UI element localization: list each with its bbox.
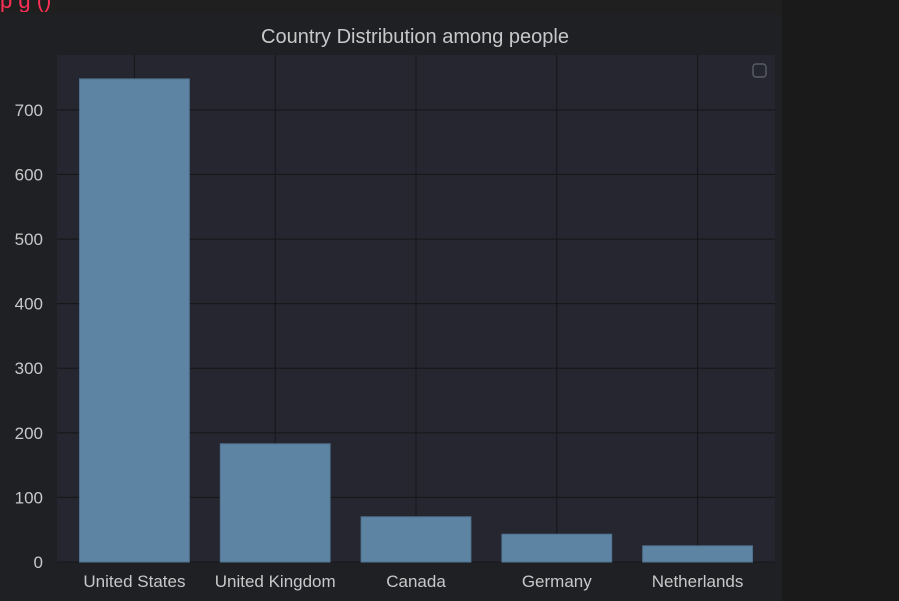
empty-legend-box xyxy=(752,63,767,78)
x-tick-label: United Kingdom xyxy=(215,572,336,591)
bar-united-kingdom xyxy=(219,443,331,563)
y-tick-label: 0 xyxy=(34,553,43,572)
bar-netherlands xyxy=(642,545,753,563)
y-tick-label: 400 xyxy=(15,295,43,314)
y-tick-label: 300 xyxy=(15,359,43,378)
bar-germany xyxy=(501,533,613,563)
y-tick-label: 500 xyxy=(15,230,43,249)
bar-united-states xyxy=(79,78,190,563)
y-tick-label: 100 xyxy=(15,488,43,507)
x-tick-label: Netherlands xyxy=(652,572,744,591)
chart-figure: Country Distribution among people 0 100 20… xyxy=(0,14,782,601)
y-tick-label: 600 xyxy=(15,165,43,184)
bar-canada xyxy=(360,516,472,563)
x-axis-ticks: United States United Kingdom Canada Germany… xyxy=(83,572,743,591)
chart-title: Country Distribution among people xyxy=(261,26,569,48)
y-tick-label: 200 xyxy=(15,424,43,443)
y-axis-ticks: 0 100 200 300 400 500 600 700 xyxy=(15,101,43,572)
y-tick-label: 700 xyxy=(15,101,43,120)
bar-chart: Country Distribution among people 0 100 20… xyxy=(15,26,775,591)
x-tick-label: Canada xyxy=(386,572,446,591)
x-tick-label: United States xyxy=(83,572,185,591)
x-tick-label: Germany xyxy=(522,572,592,591)
bars xyxy=(79,78,753,563)
cut-off-header-text: p g () xyxy=(0,0,260,12)
right-gutter xyxy=(782,0,899,601)
